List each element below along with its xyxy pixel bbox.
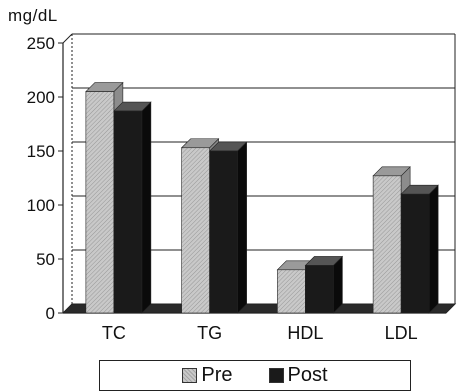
legend-label-pre: Pre xyxy=(201,364,233,386)
bar-post-hdl xyxy=(304,255,344,314)
y-tick-label-100: 100 xyxy=(27,196,55,215)
y-tick-label-0: 0 xyxy=(46,304,55,323)
bar-side xyxy=(333,255,343,314)
y-axis-unit-label: mg/dL xyxy=(8,6,58,25)
bars xyxy=(85,81,439,314)
legend-item-pre: Pre xyxy=(182,364,233,387)
bar-front xyxy=(400,193,430,314)
x-tick-label-hdl: HDL xyxy=(287,323,323,343)
x-tick-label-tc: TC xyxy=(102,323,126,343)
bar-post-ldl xyxy=(400,184,439,314)
legend-label-post: Post xyxy=(287,364,328,386)
y-tick-label-150: 150 xyxy=(27,142,55,161)
legend-item-post: Post xyxy=(268,364,328,387)
x-tick-label-tg: TG xyxy=(197,323,222,343)
y-axis-top-connector xyxy=(62,33,73,44)
bar-front xyxy=(181,147,210,314)
bar-side xyxy=(141,101,152,314)
bar-post-tg xyxy=(208,141,248,314)
bar-front xyxy=(372,175,402,314)
y-tick-label-200: 200 xyxy=(27,88,55,107)
bar-front xyxy=(305,265,334,314)
tick-labels: 0 50 100 150 200 250 TC TG HDL LDL xyxy=(27,34,418,343)
bar-front xyxy=(209,150,238,314)
bar-front xyxy=(85,91,115,314)
y-tick-label-50: 50 xyxy=(36,250,55,269)
y-tick-label-250: 250 xyxy=(27,34,55,53)
bar-post-tc xyxy=(113,101,152,314)
bar-side xyxy=(428,184,439,314)
bar-side xyxy=(237,141,247,314)
bar-front xyxy=(113,110,143,314)
bar-front xyxy=(277,269,306,314)
legend: Pre Post xyxy=(99,360,411,391)
bar-chart: 0 50 100 150 200 250 TC TG HDL LDL xyxy=(27,33,457,343)
x-tick-label-ldl: LDL xyxy=(385,323,418,343)
legend-swatch-pre xyxy=(182,368,198,383)
legend-swatch-post xyxy=(268,368,284,383)
